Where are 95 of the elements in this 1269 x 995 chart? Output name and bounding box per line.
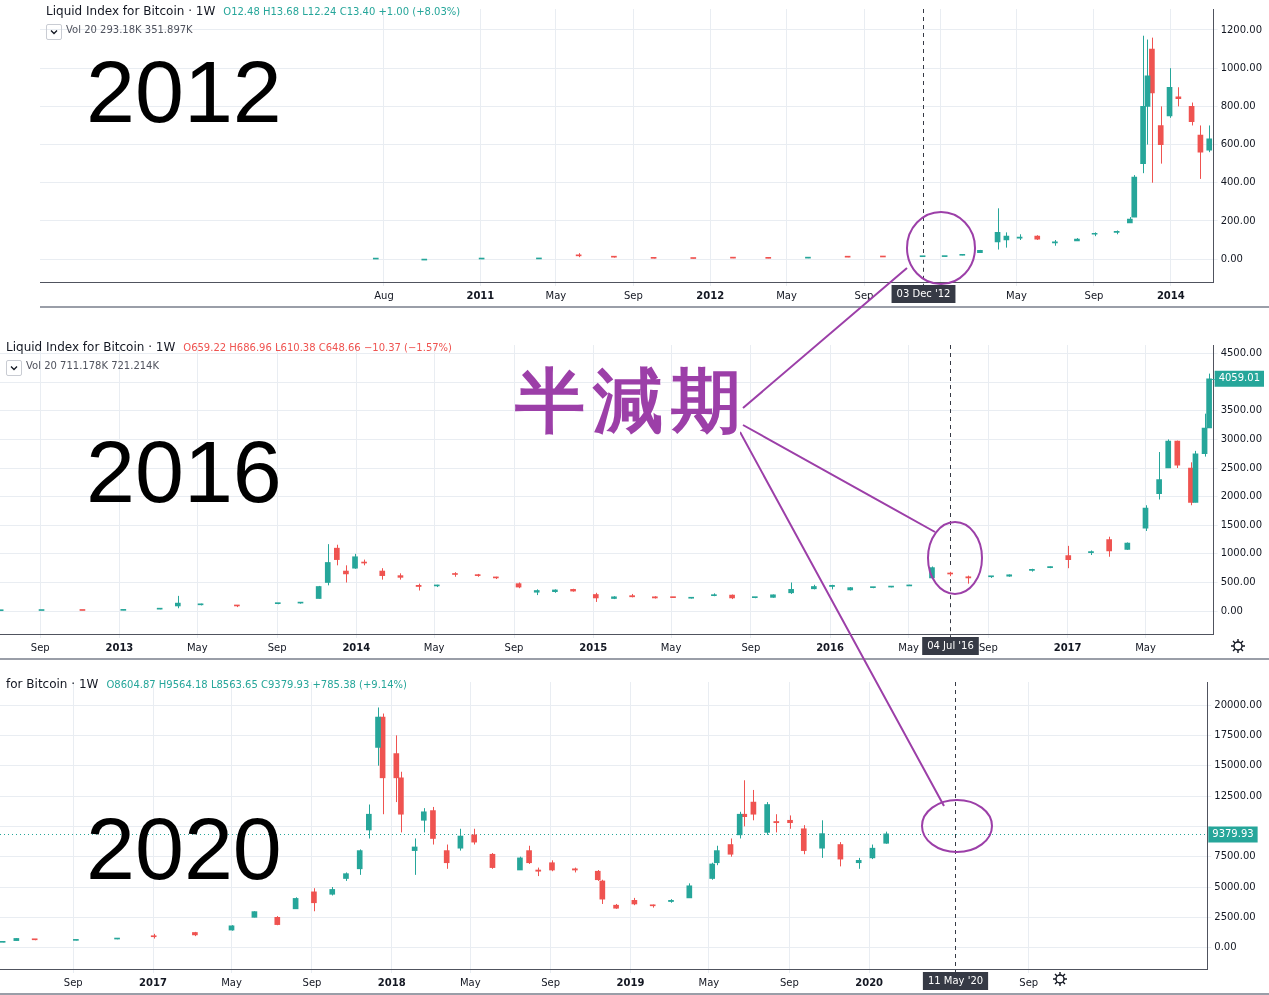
candlestick — [1065, 545, 1072, 569]
x-tick-label: Sep — [63, 976, 83, 988]
y-tick-label: 800.00 — [1220, 99, 1256, 111]
annotation: 2016 — [86, 422, 282, 521]
x-tick-label: Sep — [504, 641, 524, 653]
chart-title: Liquid Index for Bitcoin · 1W — [6, 340, 176, 354]
y-tick-label: 3500.00 — [1220, 404, 1263, 416]
x-tick-label: 2020 — [855, 976, 884, 988]
x-tick-label: Sep — [30, 641, 50, 653]
y-tick-label: 400.00 — [1220, 176, 1256, 188]
x-tick-label: 2013 — [105, 641, 134, 653]
candlestick — [1106, 536, 1112, 558]
y-tick-label: 1000.00 — [1220, 61, 1263, 73]
x-tick-label: May — [698, 976, 720, 988]
y-tick-label: 0.00 — [1214, 941, 1237, 953]
x-tick-label: May — [1006, 289, 1027, 301]
x-tick-label: Sep — [779, 976, 799, 988]
candlestick — [727, 837, 734, 858]
annotation: 2020 — [86, 799, 282, 898]
y-tick-label: 20000.00 — [1214, 698, 1262, 710]
candlestick — [1157, 105, 1164, 165]
y-tick-label: 3000.00 — [1220, 433, 1263, 445]
x-tick-label: May — [898, 641, 920, 653]
annotation: 2012 — [86, 42, 282, 141]
x-tick-label: May — [186, 641, 208, 653]
y-tick-label: 7500.00 — [1214, 850, 1256, 862]
x-tick-label: Sep — [541, 976, 561, 988]
chart-title: Liquid Index for Bitcoin · 1W — [46, 4, 216, 18]
x-tick-label: Aug — [374, 289, 394, 301]
chart-subtitle: O12.48 H13.68 L12.24 C13.40 +1.00 (+8.03%) — [223, 6, 461, 17]
candlestick — [773, 813, 780, 833]
candlestick — [457, 828, 464, 852]
ref-line-label: 03 Dec '12 — [896, 287, 951, 299]
chart-title: for Bitcoin · 1W — [6, 677, 99, 691]
candlestick — [750, 789, 757, 821]
y-tick-label: 0.00 — [1220, 252, 1243, 264]
x-tick-label: May — [776, 289, 797, 301]
x-tick-label: 2014 — [342, 641, 371, 653]
x-tick-label: 2017 — [1053, 641, 1082, 653]
y-tick-label: 17500.00 — [1214, 728, 1262, 740]
x-tick-label: Sep — [624, 289, 643, 301]
y-tick-label: 2500.00 — [1214, 910, 1256, 922]
x-tick-label: May — [459, 976, 481, 988]
y-tick-label: 1200.00 — [1220, 23, 1263, 35]
x-tick-label: 2017 — [139, 976, 167, 988]
x-tick-label: May — [660, 641, 682, 653]
chart-subtitle: O659.22 H686.96 L610.38 C648.66 −10.37 (−1.57%) — [183, 342, 453, 353]
x-tick-label: Sep — [267, 641, 287, 653]
x-tick-label: Sep — [302, 976, 322, 988]
annotation: 半減期 — [515, 360, 749, 442]
candlestick — [526, 845, 532, 865]
x-tick-label: 2015 — [579, 641, 608, 653]
y-tick-label: 5000.00 — [1214, 880, 1256, 892]
y-tick-label: 0.00 — [1220, 604, 1243, 616]
candlestick — [819, 819, 825, 859]
candlestick — [800, 824, 807, 855]
x-tick-label: 2014 — [1156, 289, 1185, 301]
y-tick-label: 200.00 — [1220, 214, 1256, 226]
ref-line-label: 9379.93 — [1212, 828, 1254, 840]
x-tick-label: May — [221, 976, 242, 988]
annotation: Vol 20 293.18K 351.897K — [66, 24, 193, 35]
x-tick-label: Sep — [741, 641, 761, 653]
y-tick-label: 1500.00 — [1220, 518, 1263, 530]
candlestick — [311, 887, 317, 912]
x-tick-label: Sep — [1084, 289, 1104, 301]
x-tick-label: 2018 — [377, 976, 406, 988]
y-tick-label: 500.00 — [1220, 576, 1256, 588]
y-tick-label: 1000.00 — [1220, 547, 1263, 559]
ref-line-label: 11 May '20 — [927, 974, 984, 986]
x-tick-label: Sep — [979, 641, 998, 653]
candlestick — [324, 543, 331, 586]
candlestick — [1175, 86, 1182, 107]
y-tick-label: 12500.00 — [1214, 789, 1262, 801]
candlestick — [356, 848, 363, 876]
x-tick-label: 2016 — [816, 641, 845, 653]
y-tick-label: 2500.00 — [1220, 461, 1263, 473]
x-tick-label: 2011 — [466, 289, 495, 301]
annotation: 4059.01 — [1218, 372, 1261, 384]
y-tick-label: 4500.00 — [1220, 347, 1263, 359]
ref-line-label: 04 Jul '16 — [927, 639, 974, 651]
candlestick — [443, 844, 450, 870]
candlestick — [420, 807, 427, 833]
y-tick-label: 600.00 — [1220, 138, 1256, 150]
x-tick-label: May — [545, 289, 567, 301]
candlestick — [334, 544, 340, 566]
x-tick-label: May — [1135, 641, 1156, 653]
y-tick-label: 15000.00 — [1214, 759, 1262, 771]
x-tick-label: Sep — [1019, 976, 1039, 988]
candlestick — [1156, 451, 1162, 501]
x-tick-label: May — [423, 641, 445, 653]
chart-subtitle: O8604.87 H9564.18 L8563.65 C9379.93 +785.38 (+9.14%) — [106, 679, 407, 690]
x-tick-label: 2012 — [696, 289, 725, 301]
y-tick-label: 2000.00 — [1220, 490, 1263, 502]
annotation: Vol 20 711.178K 721.214K — [26, 360, 160, 371]
x-tick-label: 2019 — [616, 976, 645, 988]
